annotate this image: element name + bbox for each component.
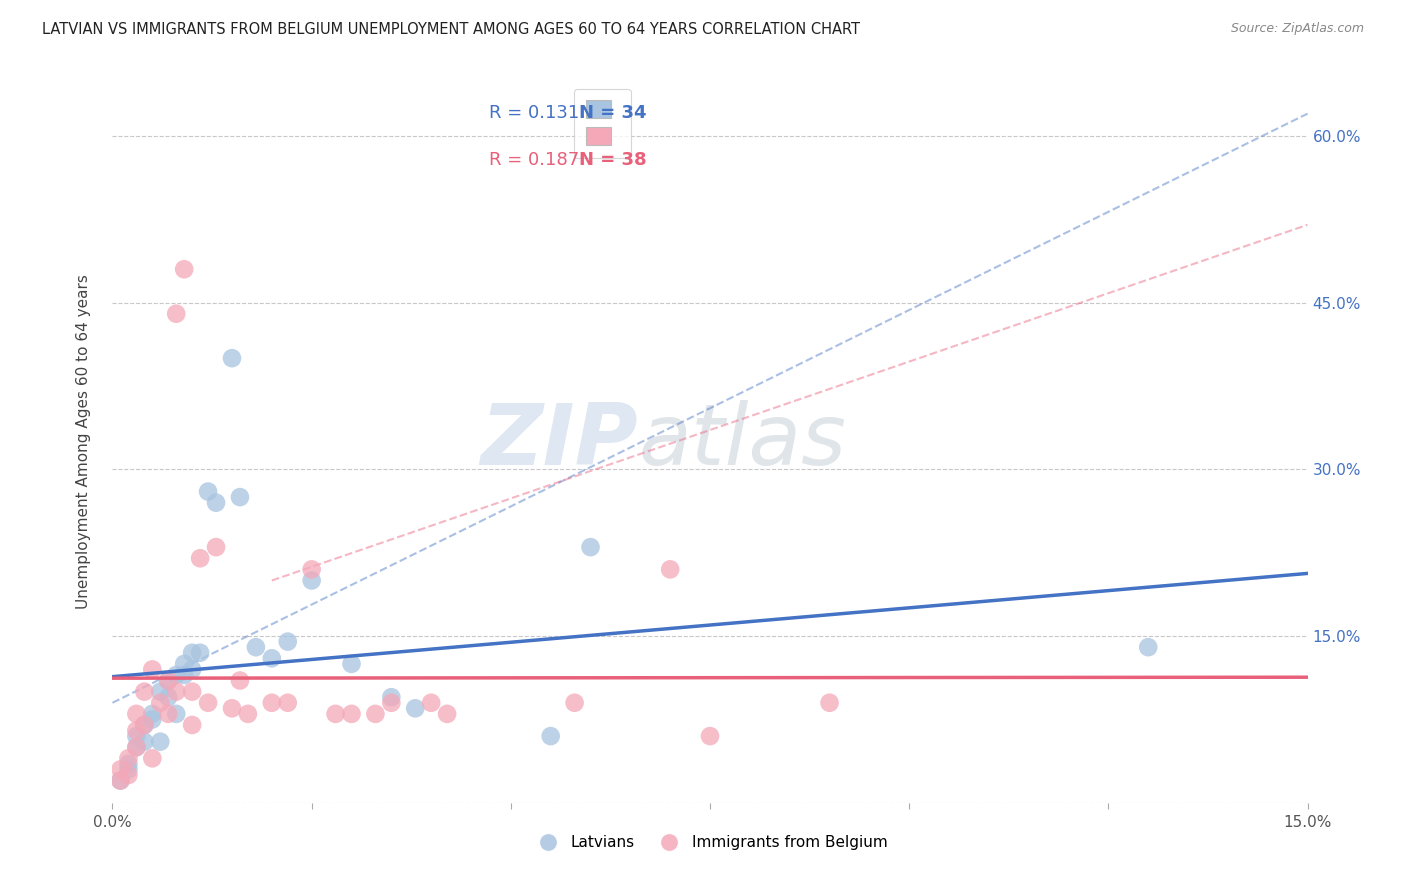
Point — [141, 706, 163, 721]
Point — [117, 756, 139, 771]
Point — [364, 706, 387, 721]
Point — [181, 684, 204, 698]
Point — [134, 718, 156, 732]
Point — [157, 690, 180, 705]
Point — [221, 701, 243, 715]
Point — [260, 696, 283, 710]
Point — [197, 484, 219, 499]
Point — [245, 640, 267, 655]
Point — [125, 706, 148, 721]
Point — [340, 657, 363, 671]
Point — [188, 646, 211, 660]
Text: N = 38: N = 38 — [579, 151, 647, 169]
Point — [181, 646, 204, 660]
Point — [229, 673, 252, 688]
Point — [659, 562, 682, 576]
Point — [134, 734, 156, 748]
Legend: Latvians, Immigrants from Belgium: Latvians, Immigrants from Belgium — [527, 830, 893, 856]
Point — [380, 696, 402, 710]
Point — [340, 706, 363, 721]
Point — [110, 773, 132, 788]
Point — [149, 684, 172, 698]
Point — [110, 763, 132, 777]
Point — [173, 262, 195, 277]
Point — [141, 751, 163, 765]
Point — [149, 734, 172, 748]
Text: R = 0.187: R = 0.187 — [489, 151, 579, 169]
Text: ZIP: ZIP — [481, 400, 638, 483]
Point — [141, 662, 163, 676]
Point — [117, 768, 139, 782]
Point — [1137, 640, 1160, 655]
Point — [141, 713, 163, 727]
Point — [699, 729, 721, 743]
Point — [125, 729, 148, 743]
Point — [110, 773, 132, 788]
Point — [157, 706, 180, 721]
Point — [818, 696, 841, 710]
Point — [149, 696, 172, 710]
Point — [325, 706, 347, 721]
Y-axis label: Unemployment Among Ages 60 to 64 years: Unemployment Among Ages 60 to 64 years — [76, 274, 91, 609]
Point — [277, 634, 299, 648]
Point — [277, 696, 299, 710]
Point — [181, 718, 204, 732]
Point — [579, 540, 602, 554]
Point — [564, 696, 586, 710]
Point — [125, 740, 148, 755]
Point — [236, 706, 259, 721]
Point — [125, 740, 148, 755]
Point — [134, 684, 156, 698]
Point — [157, 673, 180, 688]
Point — [205, 540, 228, 554]
Point — [301, 574, 323, 588]
Point — [229, 490, 252, 504]
Point — [117, 763, 139, 777]
Point — [540, 729, 562, 743]
Text: Source: ZipAtlas.com: Source: ZipAtlas.com — [1230, 22, 1364, 36]
Point — [165, 668, 187, 682]
Point — [404, 701, 426, 715]
Point — [380, 690, 402, 705]
Point — [181, 662, 204, 676]
Point — [165, 684, 187, 698]
Point — [165, 706, 187, 721]
Point — [117, 751, 139, 765]
Point — [134, 718, 156, 732]
Point — [420, 696, 443, 710]
Point — [205, 496, 228, 510]
Point — [197, 696, 219, 710]
Text: LATVIAN VS IMMIGRANTS FROM BELGIUM UNEMPLOYMENT AMONG AGES 60 TO 64 YEARS CORREL: LATVIAN VS IMMIGRANTS FROM BELGIUM UNEMP… — [42, 22, 860, 37]
Text: R = 0.131: R = 0.131 — [489, 103, 579, 122]
Point — [188, 551, 211, 566]
Point — [165, 307, 187, 321]
Point — [173, 668, 195, 682]
Point — [157, 673, 180, 688]
Text: atlas: atlas — [638, 400, 846, 483]
Point — [436, 706, 458, 721]
Point — [301, 562, 323, 576]
Text: N = 34: N = 34 — [579, 103, 647, 122]
Point — [221, 351, 243, 366]
Point — [125, 723, 148, 738]
Point — [173, 657, 195, 671]
Point — [260, 651, 283, 665]
